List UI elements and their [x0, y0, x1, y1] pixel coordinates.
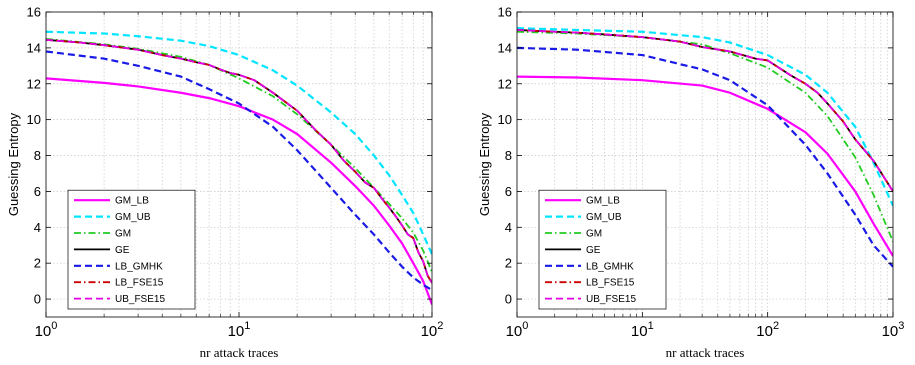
y-tick-label: 16	[27, 5, 41, 20]
x-axis-label: nr attack traces	[200, 345, 279, 360]
legend-label: UB_FSE15	[586, 294, 636, 305]
legend-label: GM_UB	[115, 212, 151, 223]
y-tick-label: 8	[505, 148, 512, 163]
x-tick-base: 10	[631, 323, 648, 340]
series-line-ub-fse15	[46, 38, 432, 284]
x-tick-exponent: 2	[437, 320, 443, 332]
y-tick-label: 0	[34, 292, 41, 307]
y-axis-label: Guessing Entropy	[6, 112, 21, 216]
x-tick-base: 10	[35, 323, 52, 340]
y-tick-label: 6	[34, 184, 41, 199]
legend-label: GM	[115, 229, 131, 240]
x-tick-exponent: 1	[648, 320, 654, 332]
y-tick-label: 4	[505, 220, 512, 235]
x-tick-exponent: 3	[898, 320, 904, 332]
legend-label: LB_FSE15	[115, 278, 164, 289]
legend-label: LB_GMHK	[115, 261, 163, 272]
legend-label: GM_UB	[586, 212, 622, 223]
series-line-gm	[46, 38, 432, 273]
x-tick-exponent: 0	[522, 320, 528, 332]
x-tick-label: 101	[228, 320, 251, 340]
x-tick-base: 10	[882, 323, 899, 340]
axes-box	[516, 11, 894, 318]
legend-label: LB_FSE15	[586, 278, 635, 289]
series-line-gm-ub	[46, 30, 432, 255]
x-tick-base: 10	[506, 323, 523, 340]
y-tick-label: 0	[505, 292, 512, 307]
y-tick-label: 2	[34, 256, 41, 271]
series-group	[46, 30, 432, 305]
y-tick-label: 10	[27, 112, 41, 127]
x-tick-label: 100	[506, 320, 529, 340]
legend-label: GE	[115, 245, 130, 256]
legend-box	[538, 189, 667, 310]
x-tick-label: 101	[631, 320, 654, 340]
series-group	[517, 27, 893, 268]
legend: GM_LB GM_UB GM GE LB_GMHK LB_FSE15 UB_FSE15	[67, 189, 196, 310]
y-tick-label: 2	[505, 256, 512, 271]
series-line-gm-lb	[517, 75, 893, 257]
y-tick-label: 10	[498, 112, 512, 127]
x-tick-exponent: 0	[51, 320, 57, 332]
y-tick-label: 14	[498, 40, 512, 55]
y-tick-label: 16	[498, 5, 512, 20]
legend-label: LB_GMHK	[586, 261, 634, 272]
legend-label: UB_FSE15	[115, 294, 165, 305]
legend-label: GM	[586, 229, 602, 240]
x-tick-label: 103	[882, 320, 905, 340]
legend-label: GM_LB	[586, 196, 620, 207]
legend: GM_LB GM_UB GM GE LB_GMHK LB_FSE15 UB_FSE15	[538, 189, 667, 310]
series-line-gm-lb	[46, 77, 432, 305]
y-axis-label: Guessing Entropy	[477, 112, 492, 216]
x-tick-base: 10	[228, 323, 245, 340]
y-tick-label: 6	[505, 184, 512, 199]
y-tick-label: 4	[34, 220, 41, 235]
x-tick-label: 102	[421, 320, 444, 340]
x-tick-label: 102	[756, 320, 779, 340]
series-line-ub-fse15	[517, 29, 893, 192]
series-line-lb-gmhk	[517, 46, 893, 268]
y-tick-label: 8	[34, 148, 41, 163]
x-axis-label: nr attack traces	[666, 345, 745, 360]
x-tick-exponent: 2	[773, 320, 779, 332]
legend-label: GE	[586, 245, 601, 256]
x-tick-base: 10	[421, 323, 438, 340]
x-tick-exponent: 1	[244, 320, 250, 332]
series-line-gm-ub	[517, 27, 893, 207]
y-tick-label: 14	[27, 40, 41, 55]
y-tick-label: 12	[498, 76, 512, 91]
x-tick-base: 10	[756, 323, 773, 340]
legend-label: GM_LB	[115, 196, 149, 207]
x-tick-label: 100	[35, 320, 58, 340]
series-line-lb-gmhk	[46, 50, 432, 292]
y-tick-label: 12	[27, 76, 41, 91]
